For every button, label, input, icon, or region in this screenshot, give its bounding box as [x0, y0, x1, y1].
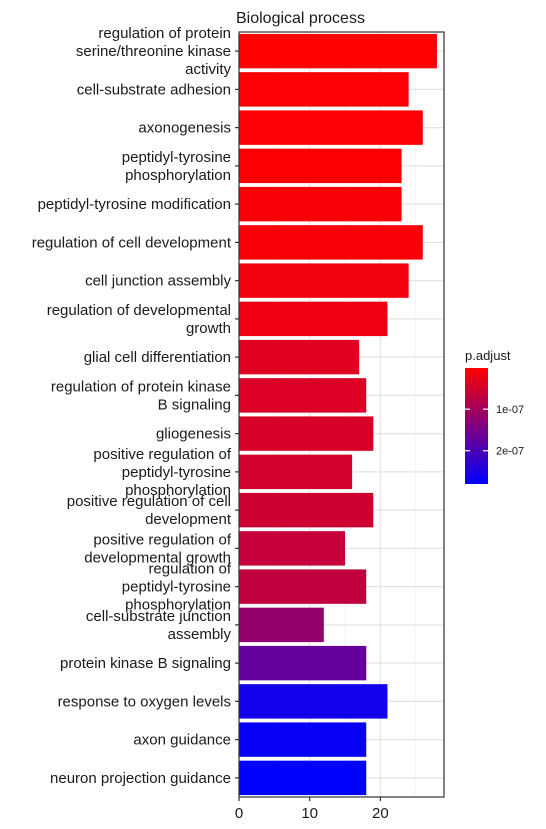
x-tick-label: 10 [301, 805, 318, 822]
bar [239, 569, 367, 604]
legend-ticks: 1e-07 2e-07 [465, 404, 524, 458]
y-tick-label: cell-substrate junction assembly [86, 608, 232, 643]
y-tick-label: gliogenesis [156, 426, 231, 443]
bar [239, 492, 374, 528]
bar [239, 339, 360, 375]
x-tick-label: 20 [372, 805, 389, 822]
y-tick-label: positive regulation of peptidyl-tyrosine p… [93, 446, 231, 499]
y-tick-label: peptidyl-tyrosine phosphorylation [122, 149, 231, 184]
grid-lines [238, 32, 444, 797]
y-tick-label: regulation of cell development [32, 234, 232, 251]
y-tick-label: regulation of peptidyl-tyrosine phosphoryl… [122, 561, 232, 614]
y-tick-label: axonogenesis [138, 120, 231, 137]
bar [239, 722, 367, 757]
y-tick-label: regulation of developmental growth [47, 302, 231, 337]
y-tick-label: positive regulation of developmental grow… [84, 531, 232, 566]
y-tick-label: positive regulation of cell development [67, 493, 232, 528]
bar [239, 186, 402, 222]
y-tick-label: neuron projection guidance [50, 770, 231, 787]
chart-title: Biological process [236, 10, 365, 27]
y-tick-label: axon guidance [133, 732, 231, 749]
bar [239, 607, 324, 643]
color-legend: p.adjust 1e-07 2e-07 [465, 348, 524, 484]
bar [239, 225, 423, 260]
bar [239, 263, 409, 298]
bar [239, 645, 367, 681]
panel-border [238, 31, 445, 798]
legend-tick-label: 1e-07 [496, 404, 524, 416]
y-tick-label: protein kinase B signaling [60, 655, 231, 672]
bar [239, 72, 409, 107]
y-tick-label: cell junction assembly [85, 273, 231, 290]
y-tick-label: glial cell differentiation [84, 349, 231, 366]
bar [239, 454, 353, 490]
bar [239, 33, 437, 69]
y-tick-label: response to oxygen levels [58, 693, 231, 710]
bar [239, 531, 346, 566]
y-axis-labels: regulation of protein serine/threonine ki… [32, 25, 239, 787]
bar [239, 760, 367, 796]
bar [239, 416, 374, 451]
legend-title: p.adjust [465, 348, 511, 363]
bar [239, 148, 402, 184]
x-tick-label: 0 [235, 805, 243, 822]
bar [239, 301, 388, 337]
legend-colorbar [465, 368, 488, 484]
y-tick-label: regulation of protein kinase B signaling [51, 378, 231, 413]
bar [239, 110, 423, 145]
bar [239, 378, 367, 413]
x-axis: 0 10 20 [235, 797, 389, 822]
legend-tick-label: 2e-07 [496, 446, 524, 458]
bar [239, 684, 388, 719]
y-tick-label: cell-substrate adhesion [77, 81, 231, 98]
y-tick-label: regulation of protein serine/threonine ki… [76, 25, 232, 78]
y-tick-label: peptidyl-tyrosine modification [38, 196, 231, 213]
bars [239, 33, 437, 796]
